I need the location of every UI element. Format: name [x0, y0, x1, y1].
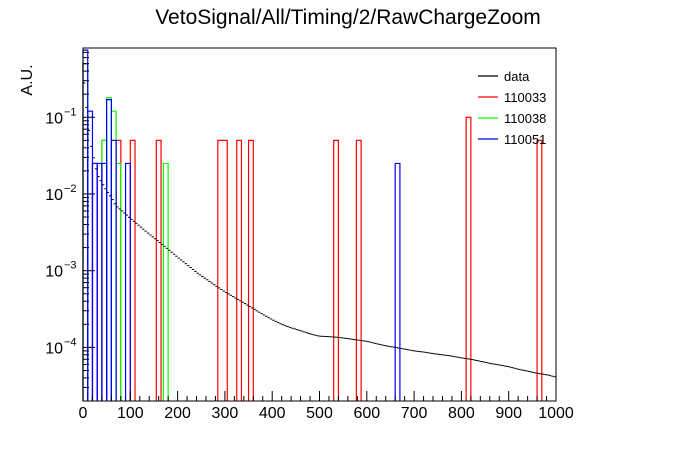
y-tick-label: 10: [45, 340, 63, 357]
hist-bar-110051-0: [82, 49, 89, 401]
hist-bar-110033-3: [115, 139, 122, 401]
hist-bar-110033-10: [355, 139, 362, 401]
hist-bar-110033-4: [129, 139, 136, 401]
hist-bar-110033-12: [536, 139, 543, 401]
hist-bar-110033-11: [465, 116, 472, 401]
hist-bar-110051-8: [394, 162, 401, 401]
series-110051: [82, 49, 401, 401]
hist-bar-110033-2: [101, 139, 108, 401]
x-tick-label: 100: [117, 405, 144, 422]
hist-bar-110051-5: [106, 98, 112, 401]
y-tick-exponent: −4: [64, 336, 77, 348]
x-tick-label: 500: [306, 405, 333, 422]
y-tick-exponent: −2: [64, 183, 77, 195]
hist-bar-110033-1: [91, 162, 98, 401]
hist-bar-110038-2: [106, 97, 112, 401]
hist-bar-110033-6: [217, 139, 228, 401]
y-axis-label: A.U.: [19, 64, 36, 95]
legend-label-data: data: [504, 69, 530, 84]
hist-bar-110038-1: [101, 139, 108, 401]
chart-title: VetoSignal/All/Timing/2/RawChargeZoom: [155, 6, 541, 29]
hist-bar-110051-1: [87, 110, 94, 401]
hist-bar-110033-9: [333, 139, 340, 401]
hist-bar-110033-8: [247, 139, 254, 401]
series-data: [83, 82, 556, 378]
x-tick-label: 700: [401, 405, 428, 422]
legend: data 110033 110038 110051: [478, 69, 546, 147]
x-tick-label: 600: [353, 405, 380, 422]
hist-bar-110051-6: [110, 139, 117, 401]
hist-bar-110033-7: [236, 139, 243, 401]
hist-bar-110051-4: [101, 162, 108, 401]
legend-label-110038: 110038: [504, 111, 546, 126]
x-tick-label: 1000: [538, 405, 574, 422]
x-tick-label: 900: [495, 405, 522, 422]
hist-bar-110051-2: [91, 162, 98, 401]
hist-bar-110051-7: [124, 162, 131, 401]
x-tick-label: 800: [448, 405, 475, 422]
hist-bar-110038-3: [110, 110, 117, 401]
y-tick-exponent: −3: [64, 260, 77, 272]
legend-label-110033: 110033: [504, 90, 546, 105]
hist-bar-110033-5: [155, 139, 162, 401]
series-110033: [82, 63, 543, 401]
x-tick-label: 0: [79, 405, 88, 422]
y-tick-label: 10: [45, 110, 63, 127]
x-tick-label: 400: [259, 405, 286, 422]
plot-frame: [82, 47, 557, 402]
y-tick-label: 10: [45, 187, 63, 204]
hist-bar-110051-3: [96, 162, 103, 401]
legend-label-110051: 110051: [504, 132, 546, 147]
hist-bar-110038-5: [162, 162, 169, 401]
y-tick-label: 10: [45, 264, 63, 281]
y-tick-exponent: −1: [64, 106, 77, 118]
x-tick-label: 200: [164, 405, 191, 422]
x-tick-label: 300: [212, 405, 239, 422]
hist-bar-110038-4: [115, 162, 122, 401]
